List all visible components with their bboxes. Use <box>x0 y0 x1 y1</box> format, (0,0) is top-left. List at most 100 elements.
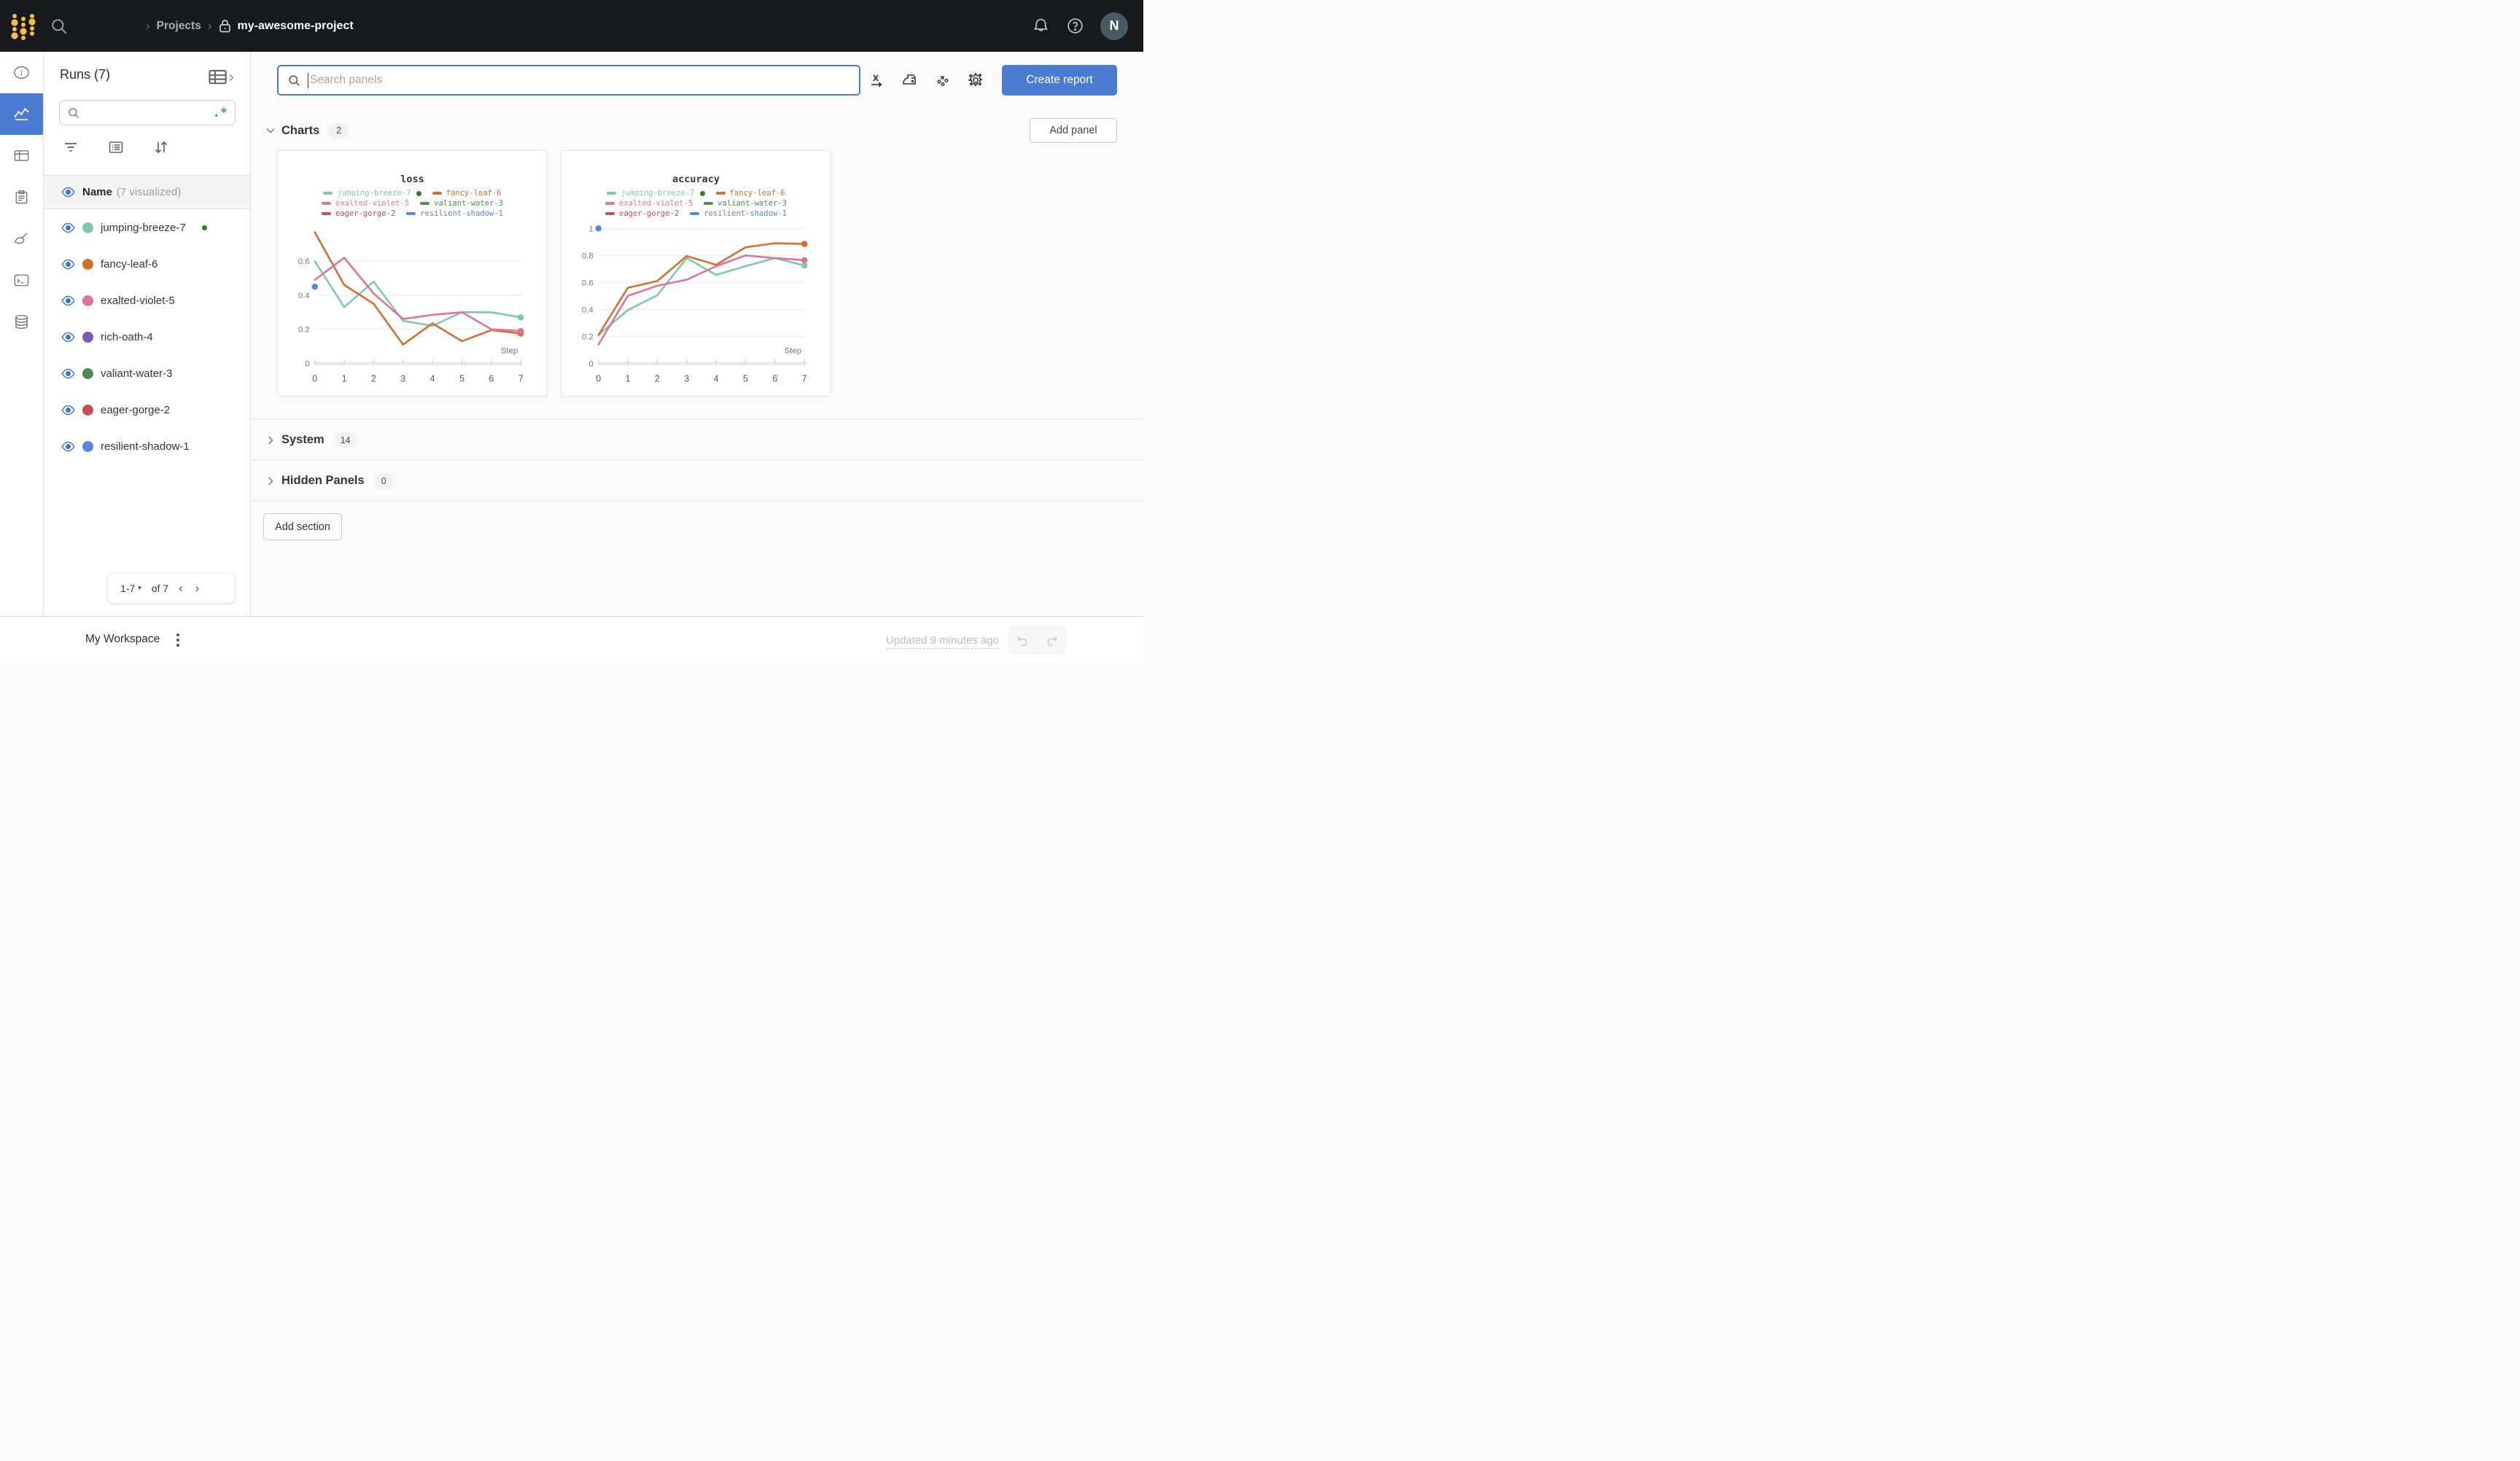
global-search-icon[interactable] <box>50 17 69 36</box>
create-report-button[interactable]: Create report <box>1002 65 1117 96</box>
visibility-eye-icon[interactable] <box>61 221 75 235</box>
prev-page-button[interactable]: ‹ <box>179 580 183 595</box>
run-color-dot <box>82 331 93 343</box>
run-row[interactable]: fancy-leaf-6 <box>44 246 250 282</box>
legend-item: valiant-water-3 <box>420 199 503 208</box>
panel-search-box[interactable] <box>277 65 860 96</box>
legend-dash <box>432 192 442 195</box>
regex-toggle[interactable]: .* <box>212 105 228 120</box>
legend-dash <box>605 212 615 215</box>
rail-item-workspace[interactable] <box>0 93 43 135</box>
smoothing-iron-icon[interactable] <box>901 71 919 89</box>
run-color-dot <box>82 367 93 379</box>
svg-text:0.6: 0.6 <box>582 278 594 287</box>
section-charts-count: 2 <box>330 122 349 139</box>
run-row[interactable]: valiant-water-3 <box>44 355 250 391</box>
run-row[interactable]: resilient-shadow-1 <box>44 428 250 464</box>
runs-search-box[interactable]: .* <box>59 100 236 125</box>
run-name[interactable]: jumping-breeze-7 <box>101 221 186 234</box>
legend-dash <box>322 202 331 205</box>
panel-search-input[interactable] <box>310 74 850 87</box>
run-name[interactable]: eager-gorge-2 <box>101 403 171 416</box>
chart-plot: 0 0.2 0.4 0.6 0.8 1 0 1 2 3 4 5 6 7 Step <box>582 225 808 383</box>
workspace-toolbar <box>868 71 984 89</box>
rail-item-logs[interactable] <box>0 260 43 301</box>
notifications-bell-icon[interactable] <box>1032 17 1050 35</box>
run-name[interactable]: fancy-leaf-6 <box>101 257 158 270</box>
visualized-count: (7 visualized) <box>116 186 182 198</box>
rail-item-sweeps[interactable] <box>0 218 43 260</box>
workspace-menu-kebab-icon[interactable] <box>172 633 184 647</box>
breadcrumb-chevron-icon: › <box>146 18 150 33</box>
section-charts-label[interactable]: Charts <box>281 123 320 137</box>
run-row[interactable]: eager-gorge-2 <box>44 391 250 428</box>
add-section-button[interactable]: Add section <box>263 513 342 540</box>
chart-panel-accuracy[interactable]: accuracy jumping-breeze-7 fancy-leaf-6 exal… <box>561 150 831 397</box>
runs-search-input[interactable] <box>80 106 213 119</box>
visibility-eye-icon[interactable] <box>61 440 75 453</box>
visibility-eye-icon[interactable] <box>61 294 75 308</box>
settings-gear-icon[interactable] <box>967 71 984 89</box>
chevron-right-icon[interactable] <box>265 476 276 486</box>
run-name[interactable]: exalted-violet-5 <box>101 294 175 307</box>
group-list-icon[interactable] <box>108 139 124 155</box>
page-range-dropdown[interactable]: 1-7 ▾ <box>120 582 141 594</box>
rail-item-reports[interactable] <box>0 176 43 218</box>
rail-item-table[interactable] <box>0 135 43 176</box>
chevron-right-icon[interactable] <box>265 435 276 445</box>
visibility-eye-icon[interactable] <box>61 257 75 271</box>
run-name[interactable]: rich-oath-4 <box>101 330 153 343</box>
visibility-eye-icon[interactable] <box>61 330 75 344</box>
info-icon: i <box>13 64 30 81</box>
section-divider <box>251 501 1143 502</box>
legend-dash <box>605 202 615 205</box>
add-panel-button[interactable]: Add panel <box>1030 118 1117 143</box>
legend-item: resilient-shadow-1 <box>406 209 503 218</box>
x-axis-settings-icon[interactable] <box>868 71 886 89</box>
redo-button[interactable] <box>1038 626 1066 655</box>
chart-plot: 0 0.2 0.4 0.6 0 1 2 3 4 5 6 7 Step <box>298 231 524 383</box>
rail-item-overview[interactable]: i <box>0 52 43 93</box>
runs-name-header: Name (7 visualized) <box>44 175 250 209</box>
expand-runs-table-button[interactable] <box>208 69 234 85</box>
svg-text:0: 0 <box>588 359 593 368</box>
legend-item: jumping-breeze-7 <box>607 189 705 198</box>
wandb-logo-icon[interactable] <box>9 11 37 42</box>
chevron-down-icon[interactable] <box>265 125 276 136</box>
chart-panel-loss[interactable]: loss jumping-breeze-7 fancy-leaf-6 exalted-… <box>277 150 548 397</box>
run-name[interactable]: resilient-shadow-1 <box>101 440 190 453</box>
sort-icon[interactable] <box>153 139 169 155</box>
rail-item-artifacts[interactable] <box>0 301 43 343</box>
run-row[interactable]: jumping-breeze-7 <box>44 209 250 246</box>
visibility-eye-icon[interactable] <box>61 403 75 417</box>
section-hidden-panels-label[interactable]: Hidden Panels <box>281 474 365 487</box>
outliers-icon[interactable] <box>934 71 952 89</box>
svg-text:0.4: 0.4 <box>582 305 594 314</box>
visibility-eye-icon[interactable] <box>61 367 75 381</box>
undo-button[interactable] <box>1008 626 1038 655</box>
svg-text:4: 4 <box>430 373 435 383</box>
run-row[interactable]: rich-oath-4 <box>44 319 250 355</box>
runs-filter-toolbar <box>63 139 169 155</box>
history-controls <box>1008 626 1066 655</box>
breadcrumb-projects-link[interactable]: Projects <box>156 19 201 32</box>
user-avatar[interactable]: N <box>1100 12 1128 40</box>
legend-dash <box>322 212 331 215</box>
visibility-eye-icon[interactable] <box>61 185 75 199</box>
run-row[interactable]: exalted-violet-5 <box>44 282 250 319</box>
workspace-name[interactable]: My Workspace <box>85 633 160 645</box>
table-icon <box>209 70 227 85</box>
filter-icon[interactable] <box>63 139 79 155</box>
topbar-actions: N <box>1032 0 1143 52</box>
svg-text:i: i <box>20 67 23 77</box>
next-page-button[interactable]: › <box>195 580 200 595</box>
help-icon[interactable] <box>1066 17 1084 35</box>
svg-text:1: 1 <box>588 225 593 233</box>
svg-text:0.2: 0.2 <box>582 332 594 341</box>
breadcrumb-project-name[interactable]: my-awesome-project <box>237 19 354 32</box>
name-column-label: Name <box>82 186 112 198</box>
search-icon <box>289 74 300 86</box>
section-system-label[interactable]: System <box>281 433 324 446</box>
clipboard-icon <box>13 189 30 206</box>
run-name[interactable]: valiant-water-3 <box>101 367 173 380</box>
